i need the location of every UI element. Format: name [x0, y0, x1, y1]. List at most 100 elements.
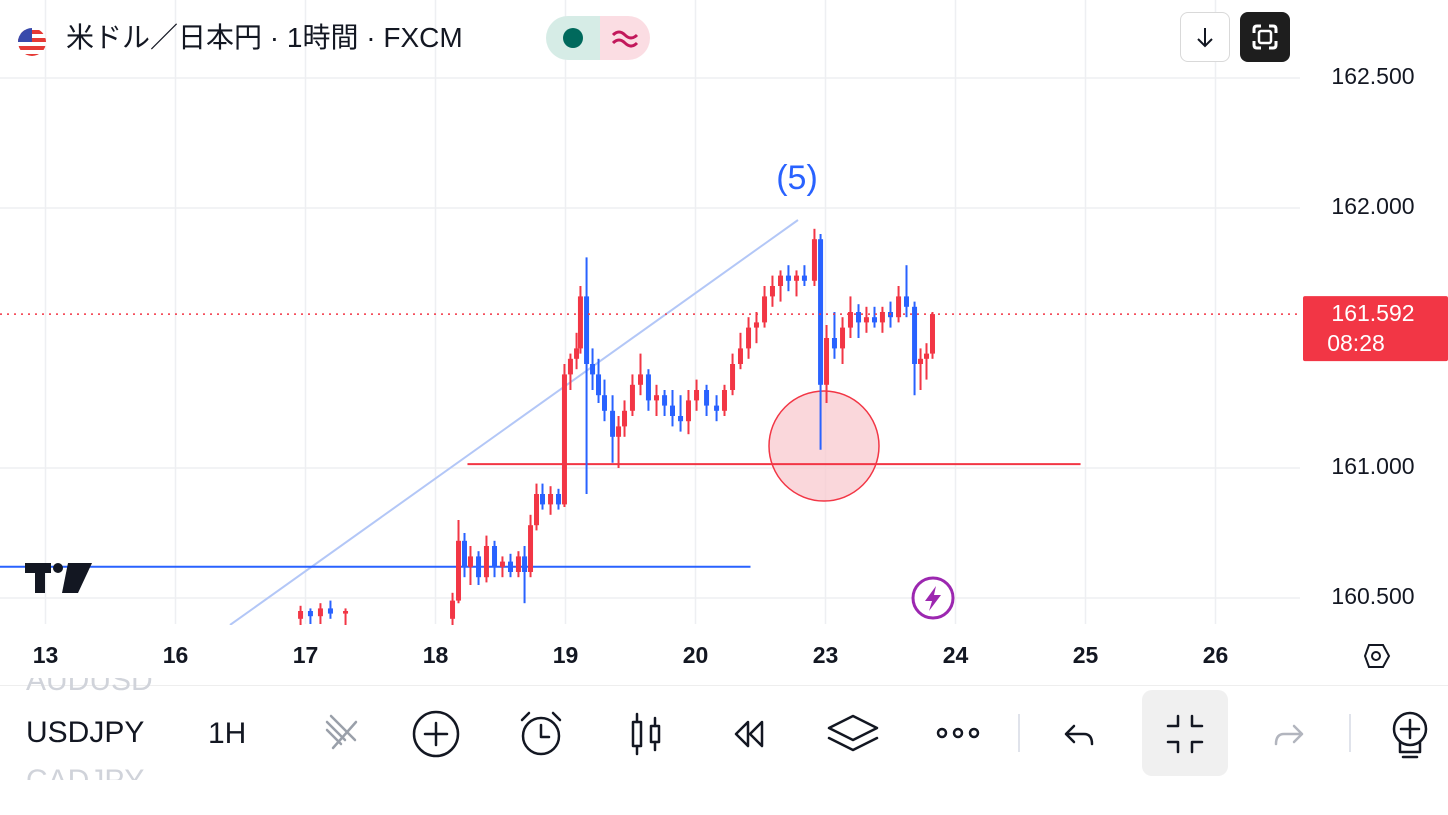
- candle-body: [746, 327, 752, 349]
- candle-body: [548, 494, 554, 505]
- candle-body: [840, 327, 846, 349]
- plot-area: [0, 219, 1081, 625]
- status-pill[interactable]: [546, 16, 650, 60]
- candle-body: [863, 317, 869, 323]
- candle-body: [508, 561, 514, 572]
- candle-body: [596, 374, 602, 396]
- candle-body: [298, 611, 304, 619]
- undo-icon[interactable]: [1064, 724, 1094, 746]
- candle-body: [778, 275, 784, 286]
- candle-body: [629, 384, 635, 411]
- candle-body: [753, 322, 759, 328]
- candle-body: [704, 390, 710, 406]
- settings-icon[interactable]: [1363, 644, 1391, 668]
- last-price-label: 161.592: [1331, 300, 1414, 326]
- y-tick-label: 162.500: [1331, 63, 1414, 89]
- layers-icon[interactable]: [827, 714, 879, 752]
- tradingview-logo: [25, 563, 92, 593]
- candle-body: [912, 306, 918, 364]
- candle-body: [522, 556, 528, 572]
- chart-type-icon[interactable]: [631, 712, 661, 756]
- x-tick-label: 19: [553, 642, 579, 668]
- candle-body: [467, 556, 473, 567]
- candle-body: [528, 525, 534, 572]
- candle-body: [818, 239, 824, 385]
- toolbar-separator: [0, 685, 1448, 686]
- candle-body: [515, 556, 521, 572]
- countdown-label: 08:28: [1327, 330, 1385, 356]
- candle-body: [924, 353, 930, 359]
- candle-body: [577, 296, 583, 349]
- candle-body: [801, 275, 807, 281]
- chart: (5) 160.500 161.000 162.000 162.500 13 16 17 18…: [0, 0, 1448, 668]
- candle-body: [811, 239, 817, 281]
- symbol-option[interactable]: CADJPY: [26, 764, 144, 780]
- candle-body: [616, 426, 622, 437]
- alarm-icon[interactable]: [520, 711, 562, 756]
- candle-body: [602, 395, 607, 411]
- y-tick-label: 160.500: [1331, 583, 1414, 609]
- candle-body: [794, 275, 800, 281]
- candle-body: [685, 400, 691, 422]
- candle-body: [622, 410, 628, 427]
- x-tick-label: 18: [423, 642, 449, 668]
- candle-body: [903, 296, 909, 307]
- candle-body: [450, 600, 456, 619]
- symbol-option[interactable]: AUDUSD: [26, 678, 153, 697]
- fullscreen-button[interactable]: [1240, 12, 1290, 62]
- x-tick-label: 16: [163, 642, 189, 668]
- more-icon[interactable]: [936, 727, 980, 739]
- candle-body: [694, 390, 700, 401]
- candle-body: [499, 561, 505, 567]
- candle-body: [590, 364, 596, 375]
- candle-body: [669, 405, 675, 416]
- drawing-tool-icon[interactable]: [325, 714, 358, 750]
- candle-body: [654, 395, 659, 401]
- candle-body: [534, 494, 540, 526]
- collapse-button-bg: [1142, 690, 1228, 776]
- candle-body: [824, 338, 830, 385]
- candle-body: [343, 611, 349, 614]
- add-icon[interactable]: [412, 710, 460, 758]
- candle-body: [645, 374, 651, 401]
- candle-body: [847, 312, 853, 328]
- candle-body: [714, 405, 720, 411]
- highlight-circle: [768, 390, 880, 502]
- flag-icon: [17, 27, 47, 57]
- trend-line: [229, 219, 799, 625]
- candle-body: [476, 556, 482, 578]
- x-tick-label: 20: [683, 642, 709, 668]
- x-tick-label: 13: [33, 642, 59, 668]
- candle-body: [896, 296, 902, 318]
- y-tick-label: 162.000: [1331, 193, 1414, 219]
- candle-body: [678, 416, 684, 422]
- candle-body: [492, 546, 498, 567]
- candle-body: [785, 275, 791, 281]
- x-tick-label: 17: [293, 642, 319, 668]
- last-price-box: [1303, 296, 1448, 362]
- symbol-title: 米ドル／日本円 · 1時間 · FXCM: [66, 22, 463, 53]
- candle-body: [872, 317, 878, 323]
- candle-body: [567, 358, 573, 375]
- candle-body: [584, 296, 590, 364]
- indicators-icon[interactable]: [1392, 711, 1428, 759]
- candle-body: [307, 611, 313, 617]
- symbol-picker[interactable]: AUDUSD USDJPY CADJPY: [26, 678, 196, 780]
- wave-label: (5): [776, 159, 818, 197]
- x-tick-label: 26: [1203, 642, 1229, 668]
- lightning-icon: [911, 576, 955, 620]
- symbol-current[interactable]: USDJPY: [26, 716, 145, 749]
- candle-body: [721, 390, 727, 411]
- candle-body: [831, 338, 837, 349]
- redo-icon[interactable]: [1274, 724, 1304, 746]
- candle-body: [561, 374, 567, 505]
- download-button[interactable]: [1180, 12, 1230, 62]
- candle-body: [730, 364, 736, 390]
- candle-body: [856, 312, 862, 323]
- replay-icon[interactable]: [734, 720, 764, 748]
- grid: [0, 0, 1300, 624]
- candle-body: [539, 494, 545, 505]
- interval-button[interactable]: 1H: [208, 717, 247, 750]
- candle-body: [737, 348, 743, 364]
